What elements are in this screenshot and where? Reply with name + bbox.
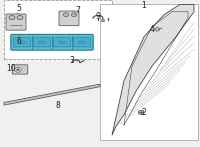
Bar xyxy=(4,0,112,59)
FancyBboxPatch shape xyxy=(6,14,26,30)
FancyBboxPatch shape xyxy=(11,34,93,50)
Text: 8: 8 xyxy=(56,101,60,110)
Text: 1: 1 xyxy=(142,1,146,10)
Circle shape xyxy=(101,19,105,22)
Circle shape xyxy=(15,67,21,72)
Circle shape xyxy=(9,15,15,20)
Bar xyxy=(100,4,198,140)
Circle shape xyxy=(138,110,144,115)
Text: 10: 10 xyxy=(6,64,16,73)
Text: 7: 7 xyxy=(76,6,80,15)
FancyBboxPatch shape xyxy=(33,38,51,47)
Polygon shape xyxy=(4,84,100,105)
Text: 2: 2 xyxy=(142,108,146,117)
Text: 5: 5 xyxy=(17,4,21,13)
Text: 3: 3 xyxy=(70,56,74,65)
Circle shape xyxy=(17,69,19,71)
FancyBboxPatch shape xyxy=(59,11,79,26)
FancyBboxPatch shape xyxy=(12,65,28,74)
Text: 4: 4 xyxy=(150,25,154,34)
Circle shape xyxy=(63,13,69,17)
Text: 6: 6 xyxy=(17,37,21,46)
Text: 9: 9 xyxy=(96,12,100,21)
Circle shape xyxy=(17,15,23,20)
FancyBboxPatch shape xyxy=(73,38,91,47)
Circle shape xyxy=(71,13,77,17)
Polygon shape xyxy=(112,4,194,135)
Circle shape xyxy=(155,28,159,31)
FancyBboxPatch shape xyxy=(53,38,71,47)
FancyBboxPatch shape xyxy=(13,38,31,47)
